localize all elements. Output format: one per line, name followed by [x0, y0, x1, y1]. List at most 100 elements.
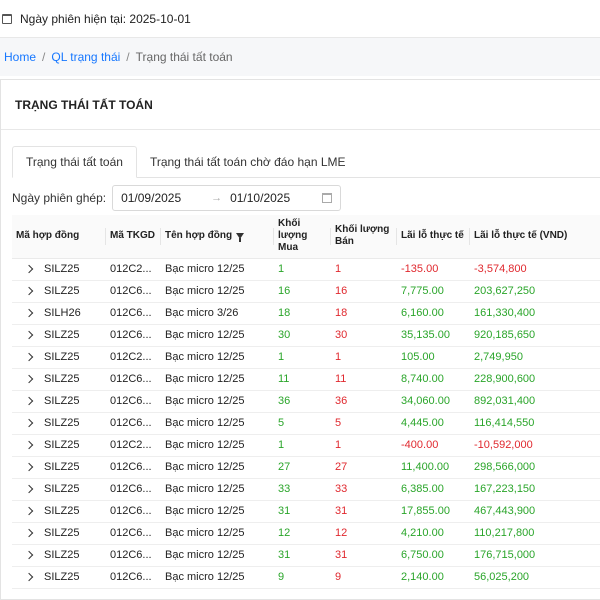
table-row[interactable]: SILZ25 012C6... Bạc micro 12/25 33 33 6,385.0… [12, 478, 600, 501]
col-pnl-vnd: Lãi lỗ thực tế (VND) [470, 215, 600, 259]
buy-qty-cell: 30 [274, 324, 331, 347]
table-row[interactable]: SILZ25 012C6... Bạc micro 12/25 30 30 35,135.… [12, 324, 600, 347]
breadcrumb-separator: / [42, 50, 46, 64]
chevron-right-icon[interactable] [24, 506, 34, 516]
tkgd-cell: 012C2... [106, 258, 161, 281]
table-row[interactable]: SILZ25 012C6... Bạc micro 12/25 27 27 11,400.… [12, 456, 600, 479]
pnl-vnd-cell: 161,330,400 [470, 302, 600, 325]
pnl-cell: 6,385.00 [397, 478, 470, 501]
arrow-right-icon: → [211, 192, 223, 204]
pnl-cell: 105.00 [397, 346, 470, 369]
table-row[interactable]: SILZ25 012C6... Bạc micro 12/25 9 9 2,140.00 5… [12, 566, 600, 589]
sell-qty-cell: 31 [331, 544, 397, 567]
contract-name-cell: Bạc micro 12/25 [161, 522, 274, 545]
tkgd-cell: 012C6... [106, 324, 161, 347]
contract-code-cell: SILZ25 [12, 434, 106, 457]
breadcrumb: Home / QL trạng thái / Trạng thái tất to… [0, 38, 600, 76]
sell-qty-cell: 27 [331, 456, 397, 479]
pnl-cell: 35,135.00 [397, 324, 470, 347]
table-row[interactable]: SILZ25 012C6... Bạc micro 12/25 16 16 7,775.0… [12, 280, 600, 303]
tkgd-cell: 012C6... [106, 522, 161, 545]
tkgd-cell: 012C6... [106, 544, 161, 567]
chevron-right-icon[interactable] [24, 462, 34, 472]
contract-name-cell: Bạc micro 12/25 [161, 368, 274, 391]
sell-qty-cell: 18 [331, 302, 397, 325]
table-row[interactable]: SILZ25 012C6... Bạc micro 12/25 12 12 4,210.0… [12, 522, 600, 545]
buy-qty-cell: 12 [274, 522, 331, 545]
buy-qty-cell: 1 [274, 258, 331, 281]
chevron-right-icon[interactable] [24, 572, 34, 582]
col-contract-name: Tên hợp đồng [161, 215, 274, 259]
date-range-picker[interactable]: 01/09/2025 → 01/10/2025 [112, 185, 342, 211]
breadcrumb-home[interactable]: Home [4, 50, 37, 64]
col-buy-qty: Khối lượng Mua [274, 215, 331, 259]
sell-qty-cell: 1 [331, 434, 397, 457]
contract-code-cell: SILZ25 [12, 412, 106, 435]
tkgd-cell: 012C6... [106, 280, 161, 303]
buy-qty-cell: 9 [274, 566, 331, 589]
top-bar: Ngày phiên hiện tại: 2025-10-01 [0, 0, 600, 38]
sell-qty-cell: 5 [331, 412, 397, 435]
table-row[interactable]: SILZ25 012C6... Bạc micro 12/25 31 31 6,750.0… [12, 544, 600, 567]
pnl-cell: 4,210.00 [397, 522, 470, 545]
pnl-cell: 17,855.00 [397, 500, 470, 523]
table-row[interactable]: SILZ25 012C6... Bạc micro 12/25 36 36 34,060.… [12, 390, 600, 413]
table-row[interactable]: SILZ25 012C6... Bạc micro 12/25 5 5 4,445.00 1… [12, 412, 600, 435]
chevron-right-icon[interactable] [24, 484, 34, 494]
buy-qty-cell: 16 [274, 280, 331, 303]
breadcrumb-section[interactable]: QL trạng thái [51, 50, 121, 64]
chevron-right-icon[interactable] [24, 308, 34, 318]
chevron-right-icon[interactable] [24, 396, 34, 406]
chevron-right-icon[interactable] [24, 418, 34, 428]
pnl-cell: 7,775.00 [397, 280, 470, 303]
table-row[interactable]: SILZ25 012C2... Bạc micro 12/25 1 1 105.00 2,7… [12, 346, 600, 369]
sell-qty-cell: 33 [331, 478, 397, 501]
table-row[interactable]: SILZ25 012C2... Bạc micro 12/25 1 1 -135.00 -3… [12, 258, 600, 281]
table-header-row: Mã hợp đồng Mã TKGD Tên hợp đồng Khối lư… [12, 215, 600, 259]
chevron-right-icon[interactable] [24, 286, 34, 296]
pnl-vnd-cell: 56,025,200 [470, 566, 600, 589]
col-tkgd: Mã TKGD [106, 215, 161, 259]
buy-qty-cell: 1 [274, 434, 331, 457]
chevron-right-icon[interactable] [24, 374, 34, 384]
tkgd-cell: 012C6... [106, 368, 161, 391]
tab-bar: Trạng thái tất toán Trạng thái tất toán … [12, 146, 600, 178]
contract-name-cell: Bạc micro 12/25 [161, 456, 274, 479]
date-from-input[interactable]: 01/09/2025 [121, 191, 182, 205]
chevron-right-icon[interactable] [24, 550, 34, 560]
date-to-input[interactable]: 01/10/2025 [230, 191, 291, 205]
chevron-right-icon[interactable] [24, 440, 34, 450]
buy-qty-cell: 27 [274, 456, 331, 479]
tkgd-cell: 012C6... [106, 500, 161, 523]
pnl-vnd-cell: 298,566,000 [470, 456, 600, 479]
sell-qty-cell: 31 [331, 500, 397, 523]
pnl-cell: 6,750.00 [397, 544, 470, 567]
chevron-right-icon[interactable] [24, 352, 34, 362]
filter-icon[interactable] [236, 232, 245, 242]
tab-settlement-status[interactable]: Trạng thái tất toán [12, 146, 137, 178]
table-row[interactable]: SILZ25 012C2... Bạc micro 12/25 1 1 -400.00 -1… [12, 434, 600, 457]
tab-settlement-lme-pending[interactable]: Trạng thái tất toán chờ đáo hạn LME [149, 155, 346, 169]
col-pnl: Lãi lỗ thực tế [397, 215, 470, 259]
buy-qty-cell: 18 [274, 302, 331, 325]
pnl-cell: 34,060.00 [397, 390, 470, 413]
contract-name-cell: Bạc micro 12/25 [161, 412, 274, 435]
pnl-vnd-cell: 2,749,950 [470, 346, 600, 369]
chevron-right-icon[interactable] [24, 264, 34, 274]
contract-code-cell: SILZ25 [12, 280, 106, 303]
contract-code-cell: SILH26 [12, 302, 106, 325]
table-row[interactable]: SILH26 012C6... Bạc micro 3/26 18 18 6,160.00… [12, 302, 600, 325]
calendar-icon[interactable] [322, 193, 333, 203]
pnl-vnd-cell: 203,627,250 [470, 280, 600, 303]
contract-code-cell: SILZ25 [12, 478, 106, 501]
table-row[interactable]: SILZ25 012C6... Bạc micro 12/25 11 11 8,740.0… [12, 368, 600, 391]
chevron-right-icon[interactable] [24, 528, 34, 538]
chevron-right-icon[interactable] [24, 330, 34, 340]
contract-code-cell: SILZ25 [12, 566, 106, 589]
pnl-cell: 6,160.00 [397, 302, 470, 325]
pnl-cell: -400.00 [397, 434, 470, 457]
pnl-vnd-cell: 110,217,800 [470, 522, 600, 545]
table-row[interactable]: SILZ25 012C6... Bạc micro 12/25 31 31 17,855.… [12, 500, 600, 523]
pnl-vnd-cell: 920,185,650 [470, 324, 600, 347]
contract-code-cell: SILZ25 [12, 522, 106, 545]
